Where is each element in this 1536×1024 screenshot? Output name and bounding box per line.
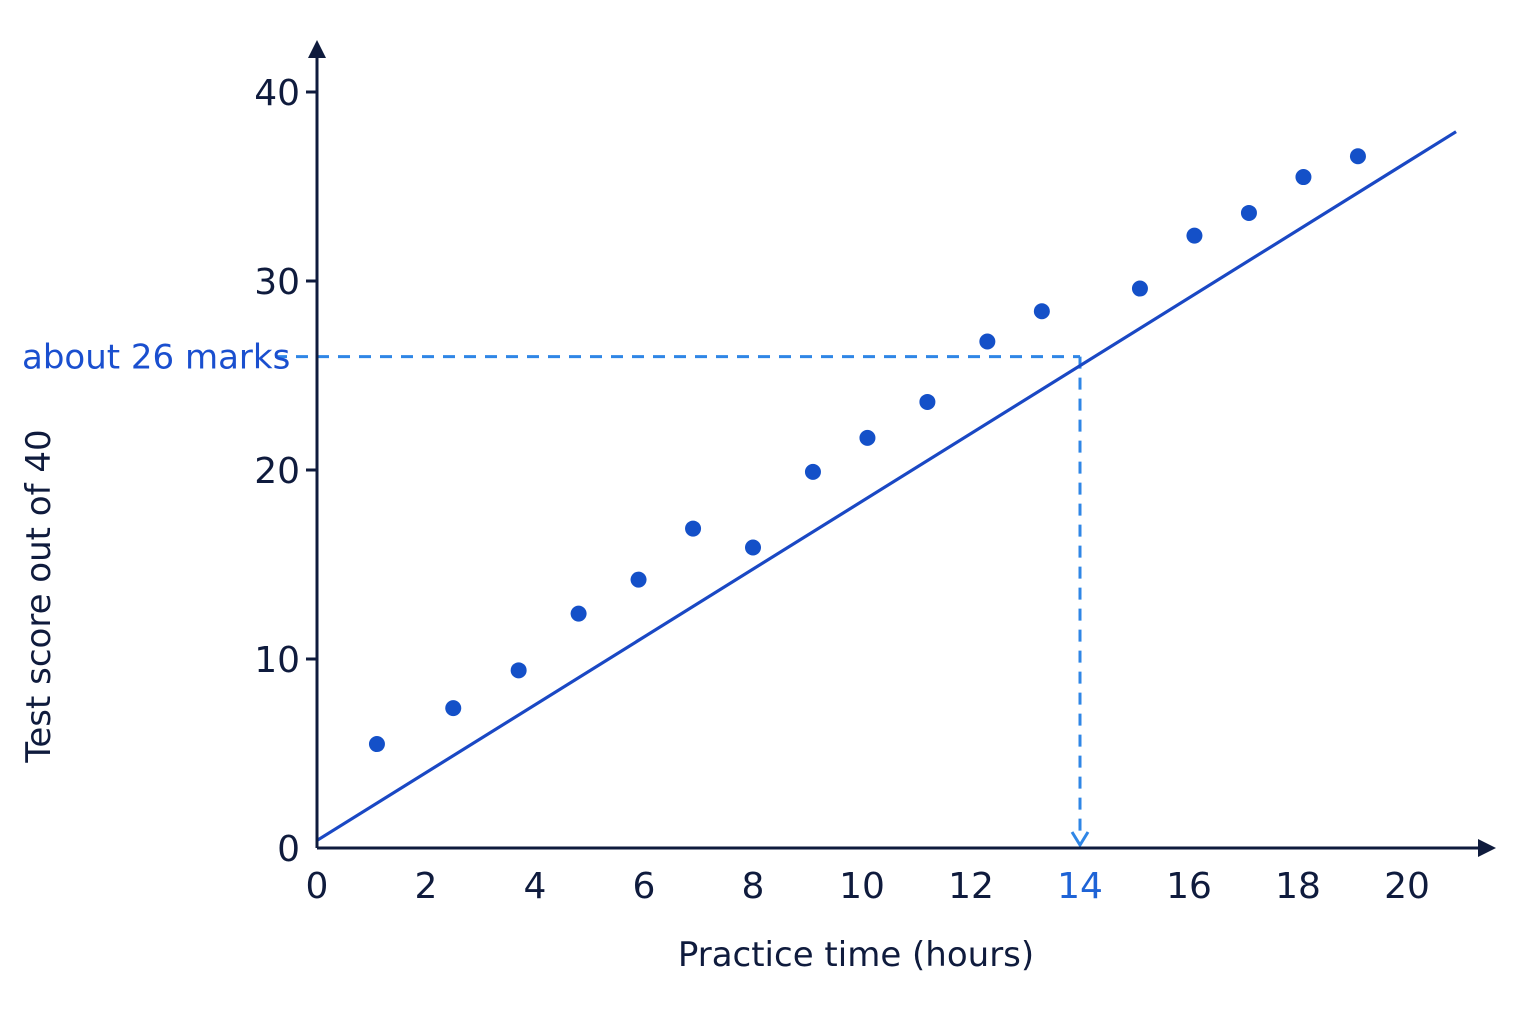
x-tick-label: 18 <box>1275 866 1321 907</box>
axes <box>308 40 1496 857</box>
y-tick-label: 30 <box>254 262 300 303</box>
x-axis-arrowhead <box>1478 839 1496 857</box>
x-tick-label: 20 <box>1384 866 1430 907</box>
x-tick-label: 4 <box>524 866 547 907</box>
x-tick-label: 6 <box>633 866 656 907</box>
data-point <box>368 736 385 753</box>
data-point <box>445 700 462 717</box>
x-ticks: 0 2 4 6 8 10 12 14 16 18 20 <box>306 866 1430 907</box>
y-tick-label: 0 <box>277 829 300 870</box>
trend-line-group <box>316 130 1457 842</box>
x-tick-label: 8 <box>742 866 765 907</box>
data-point <box>1033 303 1050 320</box>
x-tick-label: 16 <box>1166 866 1212 907</box>
reading-guides <box>275 355 1090 848</box>
x-tick-label: 10 <box>839 866 885 907</box>
data-point <box>1295 169 1312 186</box>
x-tick-label: 2 <box>415 866 438 907</box>
reading-arrowhead <box>1070 831 1090 848</box>
y-tick-label: 40 <box>254 73 300 114</box>
data-point <box>510 662 527 679</box>
data-point <box>570 605 587 622</box>
data-point <box>1186 227 1203 244</box>
x-tick-label: 0 <box>306 866 329 907</box>
x-tick-label: 12 <box>948 866 994 907</box>
trend-line <box>316 130 1457 842</box>
data-point <box>745 539 761 556</box>
x-axis-title: Practice time (hours) <box>678 935 1034 975</box>
y-ticks: 0 10 20 30 40 <box>254 73 317 870</box>
data-point <box>859 429 876 446</box>
y-axis-arrowhead <box>308 40 326 58</box>
data-point <box>1131 280 1148 297</box>
data-point <box>804 463 821 480</box>
y-tick-label: 20 <box>254 451 300 492</box>
data-point <box>685 520 702 537</box>
data-point <box>919 393 936 410</box>
reading-annotation-label: about 26 marks <box>22 338 290 378</box>
data-point <box>630 571 647 588</box>
y-tick-label: 10 <box>254 640 300 681</box>
y-axis-title: Test score out of 40 <box>19 429 59 763</box>
data-point <box>1349 148 1366 165</box>
x-tick-label-highlighted: 14 <box>1057 866 1103 907</box>
data-point <box>979 333 996 350</box>
data-points <box>368 148 1366 753</box>
data-point <box>1240 204 1257 221</box>
